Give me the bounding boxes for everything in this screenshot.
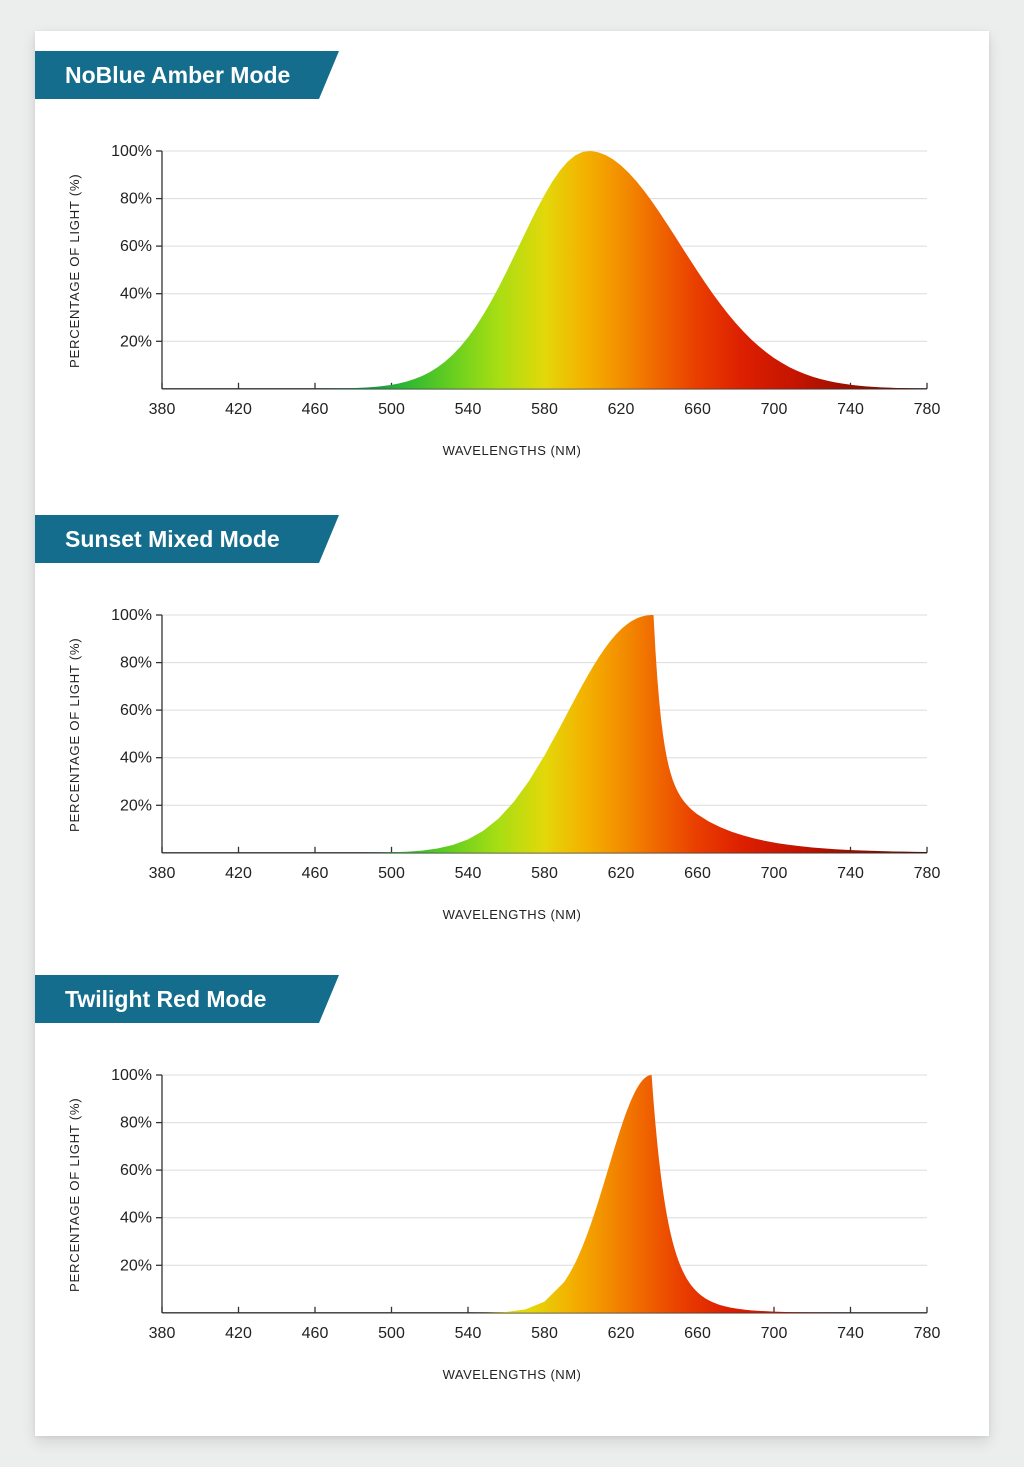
svg-text:500: 500 xyxy=(378,401,405,418)
svg-text:20%: 20% xyxy=(120,797,152,814)
svg-text:580: 580 xyxy=(531,401,558,418)
svg-text:700: 700 xyxy=(761,1325,788,1342)
svg-text:540: 540 xyxy=(455,1325,482,1342)
svg-text:740: 740 xyxy=(837,1325,864,1342)
svg-text:100%: 100% xyxy=(111,607,152,624)
svg-text:380: 380 xyxy=(149,401,176,418)
svg-text:620: 620 xyxy=(608,1325,635,1342)
svg-text:40%: 40% xyxy=(120,750,152,767)
svg-text:660: 660 xyxy=(684,401,711,418)
svg-text:460: 460 xyxy=(302,865,329,882)
svg-text:620: 620 xyxy=(608,865,635,882)
svg-text:100%: 100% xyxy=(111,1067,152,1084)
svg-text:620: 620 xyxy=(608,401,635,418)
svg-text:780: 780 xyxy=(914,401,941,418)
svg-text:740: 740 xyxy=(837,865,864,882)
svg-text:420: 420 xyxy=(225,401,252,418)
svg-text:80%: 80% xyxy=(120,1115,152,1132)
svg-text:780: 780 xyxy=(914,1325,941,1342)
svg-text:540: 540 xyxy=(455,401,482,418)
svg-text:700: 700 xyxy=(761,865,788,882)
svg-text:500: 500 xyxy=(378,1325,405,1342)
svg-text:580: 580 xyxy=(531,865,558,882)
svg-text:20%: 20% xyxy=(120,1257,152,1274)
svg-text:80%: 80% xyxy=(120,191,152,208)
svg-text:460: 460 xyxy=(302,1325,329,1342)
svg-text:580: 580 xyxy=(531,1325,558,1342)
svg-text:100%: 100% xyxy=(111,143,152,160)
svg-text:780: 780 xyxy=(914,865,941,882)
svg-text:40%: 40% xyxy=(120,286,152,303)
svg-text:420: 420 xyxy=(225,1325,252,1342)
svg-text:660: 660 xyxy=(684,865,711,882)
svg-text:380: 380 xyxy=(149,865,176,882)
svg-text:60%: 60% xyxy=(120,238,152,255)
svg-text:80%: 80% xyxy=(120,655,152,672)
svg-text:40%: 40% xyxy=(120,1210,152,1227)
svg-text:540: 540 xyxy=(455,865,482,882)
svg-text:420: 420 xyxy=(225,865,252,882)
svg-text:460: 460 xyxy=(302,401,329,418)
svg-text:740: 740 xyxy=(837,401,864,418)
svg-text:700: 700 xyxy=(761,401,788,418)
svg-text:60%: 60% xyxy=(120,702,152,719)
svg-text:500: 500 xyxy=(378,865,405,882)
svg-text:660: 660 xyxy=(684,1325,711,1342)
svg-text:380: 380 xyxy=(149,1325,176,1342)
svg-text:60%: 60% xyxy=(120,1162,152,1179)
svg-text:20%: 20% xyxy=(120,333,152,350)
